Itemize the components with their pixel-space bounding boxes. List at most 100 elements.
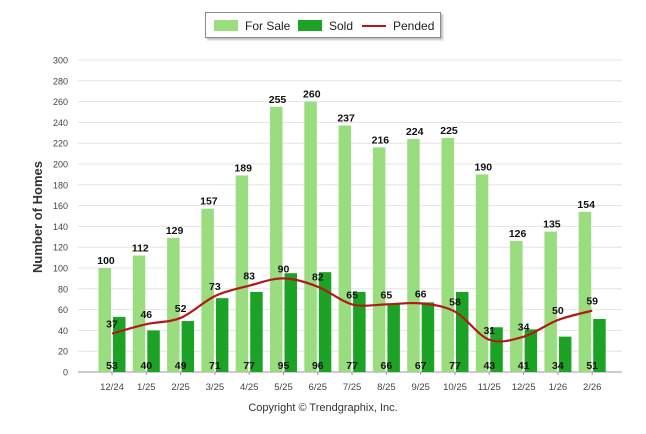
sold-bar — [318, 272, 332, 372]
for-sale-bar — [441, 138, 454, 372]
pended-value-label: 46 — [140, 309, 152, 321]
for-sale-bar — [544, 231, 557, 372]
legend-label-sold: Sold — [329, 19, 354, 33]
for-sale-bar — [201, 208, 214, 372]
for-sale-bar — [235, 175, 249, 372]
y-tick-label: 120 — [53, 243, 68, 253]
sold-value-label: 34 — [552, 360, 564, 372]
sold-bar — [250, 291, 263, 372]
y-tick-label: 140 — [53, 222, 68, 232]
x-tick-label: 11/25 — [478, 382, 501, 393]
sold-bar — [456, 291, 469, 372]
legend-label-for-sale: For Sale — [245, 19, 291, 33]
y-tick-label: 100 — [53, 264, 68, 274]
sold-bars — [113, 272, 606, 372]
sold-value-label: 71 — [209, 360, 221, 372]
sold-value-label: 67 — [415, 360, 427, 372]
pended-value-label: 58 — [449, 297, 461, 309]
pended-line-group — [111, 277, 593, 343]
sold-bar — [421, 302, 435, 372]
x-axis: 12/24 1/25 2/25 3/25 4/25 5/25 6/25 7/25 8/25 9/2… — [100, 372, 601, 393]
y-tick-label: 0 — [63, 368, 68, 378]
x-tick-label: 1/26 — [549, 382, 568, 393]
for-sale-value-label: 225 — [440, 125, 458, 137]
for-sale-bar — [407, 139, 420, 372]
for-sale-bar — [132, 255, 146, 372]
copyright-text: Copyright © Trendgraphix, Inc. — [248, 402, 398, 414]
y-axis-title: Number of Homes — [30, 161, 45, 273]
sold-bar — [147, 330, 160, 372]
for-sale-value-label: 135 — [543, 219, 561, 231]
for-sale-value-label: 100 — [97, 255, 115, 267]
for-sale-value-label: 157 — [200, 196, 218, 208]
for-sale-bar — [372, 147, 386, 372]
for-sale-bar — [98, 268, 111, 372]
sold-value-label: 40 — [140, 360, 152, 372]
y-tick-label: 280 — [53, 76, 68, 86]
pended-value-label: 65 — [346, 289, 358, 301]
pended-value-label: 31 — [483, 325, 495, 337]
pended-value-label: 34 — [518, 322, 530, 334]
for-sale-value-label: 216 — [372, 134, 390, 146]
pended-value-label: 73 — [209, 281, 221, 293]
x-tick-label: 3/25 — [206, 382, 225, 393]
sold-bar — [524, 329, 538, 372]
legend-label-pended: Pended — [393, 19, 435, 33]
for-sale-bar — [167, 237, 180, 372]
sold-value-label: 49 — [175, 360, 187, 372]
for-sale-value-label: 190 — [475, 161, 493, 173]
x-tick-label: 4/25 — [240, 382, 259, 393]
sold-value-label: 96 — [312, 360, 324, 372]
sold-value-label: 95 — [278, 360, 290, 372]
sold-bar — [284, 273, 297, 372]
y-tick-label: 160 — [53, 201, 68, 211]
sold-value-label: 77 — [346, 360, 358, 372]
sold-bar — [353, 291, 366, 372]
pended-value-label: 50 — [552, 305, 564, 317]
data-labels: 100 53 112 40 129 49 157 71 189 77 255 95 260 96 237 77… — [97, 89, 598, 372]
for-sale-value-label: 237 — [337, 113, 355, 125]
legend-swatch-pended — [362, 25, 386, 27]
y-tick-label: 200 — [53, 160, 68, 170]
pended-value-label: 52 — [175, 303, 187, 315]
y-tick-label: 220 — [53, 139, 68, 149]
x-tick-label: 5/25 — [274, 382, 293, 393]
sold-bar — [387, 303, 400, 372]
x-tick-label: 7/25 — [343, 382, 362, 393]
sold-bar — [181, 321, 195, 372]
for-sale-value-label: 112 — [132, 243, 149, 255]
for-sale-value-label: 260 — [303, 89, 321, 101]
pended-value-label: 37 — [106, 319, 118, 331]
x-tick-label: 12/24 — [100, 382, 124, 393]
pended-value-label: 59 — [586, 296, 598, 308]
x-tick-label: 8/25 — [377, 382, 396, 393]
pended-value-label: 90 — [278, 263, 290, 275]
y-tick-label: 40 — [58, 326, 68, 336]
for-sale-value-label: 154 — [577, 199, 595, 211]
sold-bar — [558, 336, 572, 372]
legend: For Sale Sold Pended — [205, 12, 441, 38]
for-sale-value-label: 189 — [234, 162, 252, 174]
sold-value-label: 77 — [243, 360, 255, 372]
y-tick-label: 240 — [53, 118, 68, 128]
for-sale-bar — [475, 174, 489, 372]
sold-bar — [593, 318, 606, 372]
for-sale-bar — [510, 240, 523, 372]
for-sale-value-label: 129 — [166, 225, 184, 237]
pended-line — [111, 277, 593, 343]
for-sale-bar — [578, 211, 592, 372]
sold-value-label: 43 — [483, 360, 495, 372]
y-tick-label: 260 — [53, 97, 68, 107]
for-sale-bar — [304, 101, 317, 372]
for-sale-value-label: 224 — [406, 126, 424, 138]
x-tick-label: 12/25 — [512, 382, 536, 393]
sold-bar — [490, 327, 503, 372]
for-sale-value-label: 126 — [509, 228, 527, 240]
sold-value-label: 41 — [518, 360, 530, 372]
sold-bar — [215, 298, 229, 372]
for-sale-bars — [98, 101, 592, 373]
sold-value-label: 66 — [381, 360, 393, 372]
sold-value-label: 77 — [449, 360, 461, 372]
y-tick-label: 60 — [58, 305, 68, 315]
